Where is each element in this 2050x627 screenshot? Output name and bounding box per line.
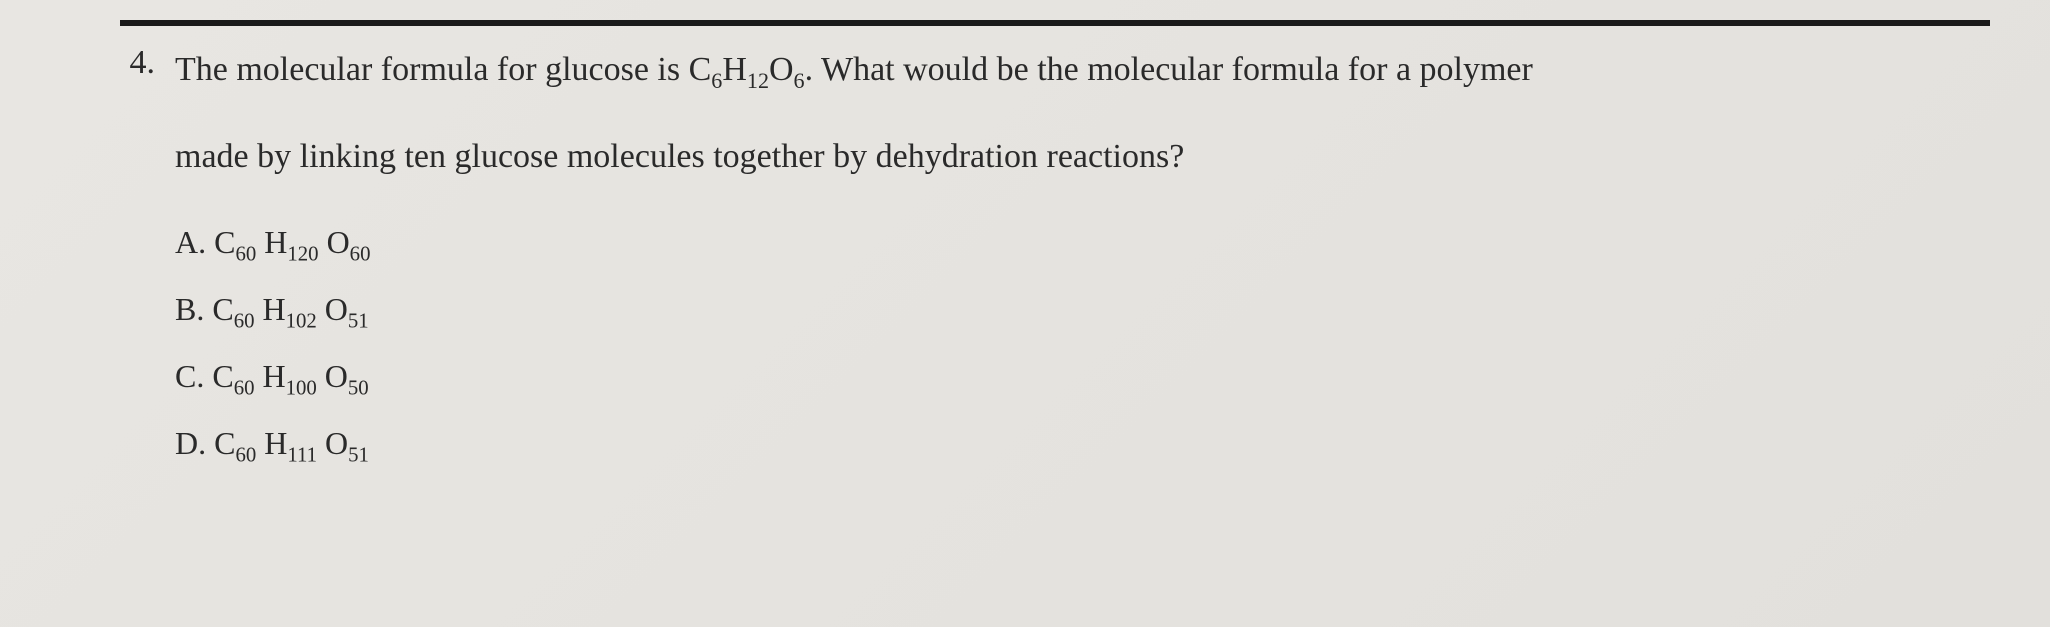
opt-o-sub: 51: [348, 309, 369, 332]
option-c: C. C60 H100 O50: [175, 358, 1990, 395]
question-line-1: The molecular formula for glucose is C6H…: [175, 44, 1990, 95]
opt-h-sub: 100: [286, 376, 317, 399]
opt-h-sub: 111: [287, 443, 317, 466]
opt-h: H: [254, 291, 285, 327]
q-text-suffix: . What would be the molecular formula fo…: [805, 51, 1533, 88]
opt-c-sub: 60: [234, 309, 255, 332]
opt-c-sub: 60: [235, 443, 256, 466]
opt-h-sub: 120: [287, 242, 318, 265]
q-text-prefix: The molecular formula for glucose is C: [175, 51, 711, 88]
glucose-h-sub: 12: [747, 68, 769, 93]
options-list: A. C60 H120 O60 B. C60 H102 O51 C. C60 H…: [175, 224, 1990, 462]
glucose-o-sub: 6: [794, 68, 805, 93]
option-letter: B.: [175, 291, 204, 327]
opt-o-sub: 51: [348, 443, 369, 466]
opt-h: H: [256, 224, 287, 260]
option-d: D. C60 H111 O51: [175, 425, 1990, 462]
option-letter: C.: [175, 358, 204, 394]
opt-o-sub: 50: [348, 376, 369, 399]
opt-c: C: [214, 224, 235, 260]
opt-h: H: [256, 425, 287, 461]
opt-c: C: [212, 291, 233, 327]
opt-o-sub: 60: [350, 242, 371, 265]
opt-c-sub: 60: [235, 242, 256, 265]
opt-c: C: [212, 358, 233, 394]
divider-rule: [120, 20, 1990, 26]
question-text: The molecular formula for glucose is C6H…: [175, 44, 1990, 182]
glucose-h: H: [722, 51, 747, 88]
option-a: A. C60 H120 O60: [175, 224, 1990, 261]
option-letter: A.: [175, 224, 206, 260]
question-number: 4.: [105, 44, 155, 82]
opt-h: H: [254, 358, 285, 394]
question-line-2: made by linking ten glucose molecules to…: [175, 131, 1990, 182]
option-b: B. C60 H102 O51: [175, 291, 1990, 328]
question-body: The molecular formula for glucose is C6H…: [175, 44, 1990, 492]
glucose-c-sub: 6: [711, 68, 722, 93]
glucose-o: O: [769, 51, 794, 88]
opt-c-sub: 60: [234, 376, 255, 399]
opt-h-sub: 102: [286, 309, 317, 332]
opt-o: O: [317, 358, 348, 394]
opt-o: O: [317, 291, 348, 327]
opt-c: C: [214, 425, 235, 461]
option-letter: D.: [175, 425, 206, 461]
question-block: 4. The molecular formula for glucose is …: [60, 44, 1990, 492]
opt-o: O: [317, 425, 348, 461]
opt-o: O: [319, 224, 350, 260]
